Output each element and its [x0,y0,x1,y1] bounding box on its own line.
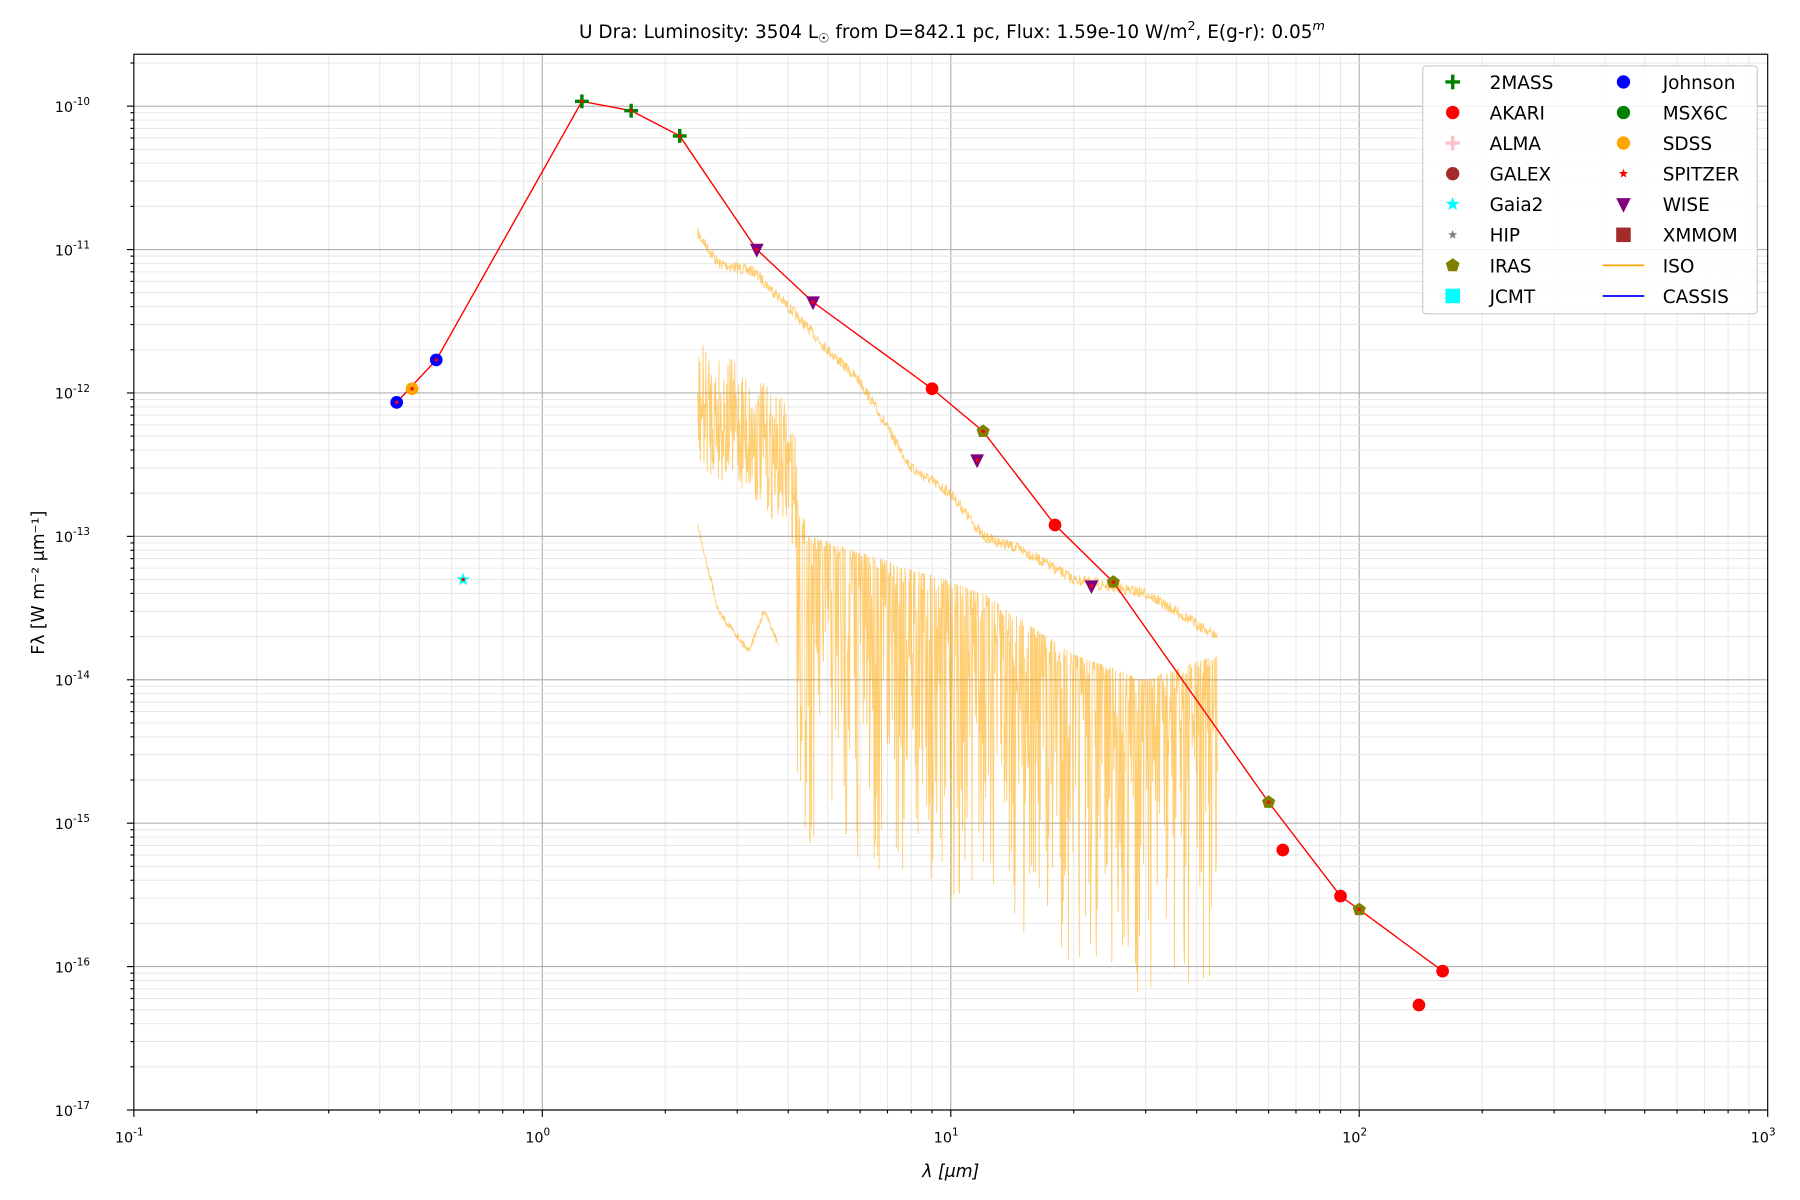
model-point-dot [1089,584,1094,588]
legend-label-spitzer: SPITZER [1663,165,1740,186]
legend-label-iso: ISO [1663,256,1695,277]
hip-legend-marker [1448,229,1458,239]
x-tick-label: 102 [1342,1126,1367,1146]
model-point-dot [811,300,815,304]
legend-label-2mass: 2MASS [1490,73,1554,94]
model-point-dot [981,429,985,434]
xmmom-legend-marker [1616,227,1631,243]
akari-legend-marker [1446,105,1460,120]
model-point-dot [975,458,979,462]
y-axis-label: Fλ [W m⁻² μm⁻¹] [29,511,49,655]
model-point-dot [580,99,584,104]
legend-box [1422,65,1758,315]
iso-spectrum-line [697,523,780,652]
legend-label-sdss: SDSS [1663,134,1712,155]
x-tick-label: 103 [1751,1126,1776,1146]
iras-legend-marker [1445,258,1460,272]
model-point-dot [629,108,633,113]
x-tick-label: 10-1 [115,1126,144,1146]
model-point-dot [678,134,682,138]
y-tick-label: 10-17 [55,1100,90,1120]
gaia2-legend-marker [1445,196,1460,211]
legend-label-johnson: Johnson [1662,73,1736,94]
legend: 2MASS AKARI ALMA GALEX Gaia2 HIP IRAS JCMT Johns… [1422,65,1758,315]
model-point-dot [1440,969,1445,973]
model-point-dot [461,577,465,582]
msx6c-legend-marker [1616,105,1631,120]
y-tick-label: 10-16 [55,956,90,976]
johnson-legend-marker [1616,75,1631,89]
model-point-dot [1417,1003,1421,1007]
legend-label-wise: WISE [1663,195,1710,216]
model-point-dot [1111,580,1116,584]
alma-legend-marker [1445,135,1460,151]
x-tick-label: 101 [934,1126,959,1146]
spitzer-legend-marker [1618,168,1629,178]
legend-label-gaia2: Gaia2 [1490,195,1544,216]
2mass-legend-marker [1445,74,1460,90]
jcmt-legend-marker [1445,288,1460,304]
galex-legend-marker [1446,166,1460,181]
x-tick-label: 100 [525,1126,550,1146]
model-point-dot [1357,907,1361,912]
model-point-dot [434,358,438,362]
y-tick-label: 10-15 [55,813,90,833]
wise-legend-marker [1616,198,1631,213]
iso-spectrum-line [697,345,1218,993]
y-tick-label: 10-10 [55,96,90,116]
legend-label-msx6c: MSX6C [1663,103,1728,124]
model-point-dot [394,400,399,405]
iso-spectrum-line [697,227,1218,639]
x-axis-label: λ [μm] [921,1162,979,1182]
model-point-dot [755,247,759,252]
model-point-dot [1266,800,1271,804]
model-point-dot [1281,848,1285,852]
model-point-dot [410,387,414,391]
data-points [390,94,1449,1012]
y-tick-label: 10-12 [55,383,90,403]
model-point-dot [1338,894,1343,898]
iso-spectra [697,227,1218,993]
legend-label-iras: IRAS [1490,256,1532,277]
legend-label-akari: AKARI [1490,103,1545,124]
chart-title: U Dra: Luminosity: 3504 L☉ from D=842.1 … [579,18,1325,46]
y-tick-label: 10-13 [55,526,90,546]
legend-label-hip: HIP [1490,226,1520,247]
legend-label-galex: GALEX [1490,165,1552,186]
legend-label-jcmt: JCMT [1489,287,1536,308]
model-point-dot [1053,523,1057,527]
legend-label-xmmom: XMMOM [1663,226,1738,247]
sdss-legend-marker [1616,136,1631,150]
legend-label-alma: ALMA [1490,134,1542,155]
y-tick-label: 10-11 [55,239,90,259]
axis-ticks: 10-1 100 101 102 103 10-17 10-16 10-15 10-14 10-1… [55,62,1776,1146]
y-tick-label: 10-14 [55,670,91,690]
model-point-dot [930,387,934,391]
legend-label-cassis: CASSIS [1663,287,1729,308]
